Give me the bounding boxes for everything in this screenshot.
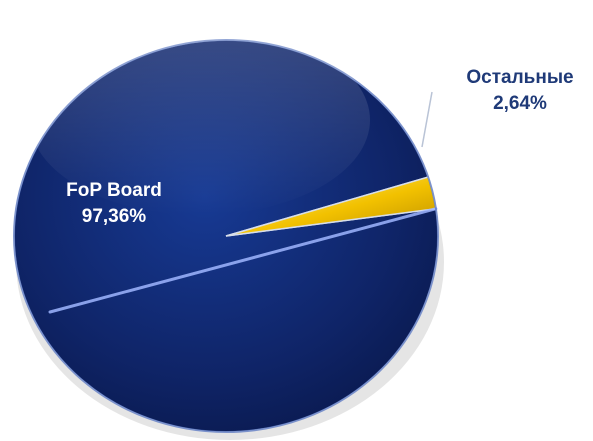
label-fop-board-name: FoP Board bbox=[66, 180, 162, 201]
label-others-name: Остальные bbox=[466, 67, 573, 88]
label-fop-board-value: 97,36% bbox=[82, 206, 147, 227]
label-others-value: 2,64% bbox=[493, 93, 547, 114]
pie-gloss bbox=[30, 25, 370, 215]
leader-line bbox=[421, 91, 433, 148]
slice-edge-highlight bbox=[48, 207, 438, 314]
